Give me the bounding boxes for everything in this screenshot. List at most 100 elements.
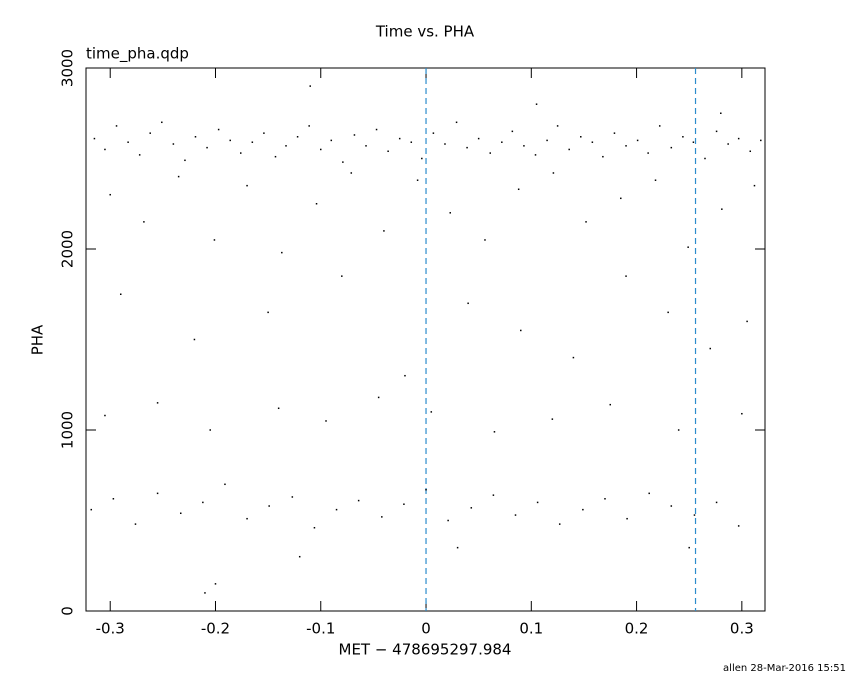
data-point: [466, 146, 468, 149]
data-point: [112, 498, 115, 500]
data-point: [143, 221, 145, 223]
data-point: [138, 154, 141, 156]
data-point: [667, 311, 669, 314]
data-point: [341, 275, 343, 277]
data-point: [209, 429, 211, 431]
data-point: [534, 154, 537, 156]
data-point: [229, 139, 231, 142]
data-point: [308, 125, 310, 127]
data-point: [455, 121, 458, 124]
data-point: [721, 208, 723, 210]
data-point: [688, 546, 690, 549]
data-point: [715, 130, 718, 133]
data-point: [520, 329, 522, 332]
data-point: [501, 141, 503, 143]
data-point: [315, 203, 318, 205]
data-point: [377, 396, 380, 399]
y-tick-label: 1000: [59, 411, 77, 449]
data-point: [277, 407, 280, 410]
data-point: [749, 150, 752, 153]
data-point: [625, 145, 627, 147]
data-point: [404, 374, 406, 377]
data-point: [421, 157, 423, 160]
data-point: [425, 488, 427, 491]
data-point: [493, 431, 496, 433]
data-point: [467, 302, 469, 305]
data-point: [206, 146, 208, 149]
data-point: [572, 356, 575, 359]
data-point: [285, 145, 287, 147]
data-point: [263, 132, 265, 134]
data-point: [477, 137, 480, 140]
data-point: [194, 136, 197, 138]
data-point: [193, 338, 196, 341]
data-point: [670, 146, 673, 149]
data-point: [492, 494, 495, 496]
data-point: [161, 121, 163, 124]
x-tick-label: 0.2: [625, 620, 649, 638]
data-point: [104, 414, 106, 417]
y-tick-label: 3000: [59, 49, 77, 87]
data-point: [585, 221, 587, 223]
data-point: [246, 184, 248, 187]
x-tick-label: -0.1: [306, 620, 335, 638]
y-axis-label: PHA: [29, 324, 47, 355]
data-point: [658, 125, 661, 127]
data-point: [383, 230, 385, 232]
data-point: [115, 125, 118, 127]
data-point: [470, 507, 473, 509]
data-point: [746, 320, 748, 323]
data-point: [580, 136, 582, 138]
data-point: [104, 148, 106, 151]
data-point: [251, 141, 254, 143]
data-point: [551, 418, 554, 420]
data-point: [489, 152, 491, 154]
data-point: [127, 141, 129, 143]
data-point: [523, 145, 525, 147]
data-point: [647, 152, 649, 154]
data-point: [484, 239, 486, 241]
data-point: [456, 546, 459, 549]
data-point: [416, 179, 419, 181]
data-point: [274, 155, 277, 158]
data-point: [204, 592, 206, 594]
data-point: [727, 143, 729, 145]
data-point: [156, 402, 159, 404]
data-point: [511, 130, 514, 133]
data-point: [177, 175, 180, 178]
data-point: [602, 155, 604, 158]
data-point: [342, 161, 344, 163]
data-point: [568, 148, 570, 151]
data-point: [709, 347, 712, 350]
data-point: [309, 85, 311, 87]
data-point: [179, 512, 182, 515]
data-point: [625, 275, 627, 277]
data-point: [217, 128, 220, 131]
data-point: [613, 132, 616, 134]
data-point: [753, 184, 756, 187]
data-point: [556, 125, 559, 127]
data-point: [239, 152, 242, 154]
x-tick-label: 0.3: [730, 620, 754, 638]
data-point: [693, 514, 696, 516]
data-point: [387, 150, 389, 153]
data-point: [313, 526, 316, 529]
data-point: [149, 132, 151, 134]
data-point: [687, 246, 689, 248]
data-point: [403, 503, 405, 505]
data-point: [350, 172, 353, 174]
plot-label: time_pha.qdp: [86, 45, 189, 64]
data-point: [636, 139, 639, 142]
data-point: [430, 411, 433, 413]
data-point: [268, 505, 270, 507]
x-tick-label: 0: [421, 620, 431, 638]
data-point: [365, 145, 367, 147]
x-axis-label: MET − 478695297.984: [339, 641, 512, 659]
data-point: [398, 137, 401, 140]
data-point: [381, 516, 383, 518]
data-point: [224, 483, 226, 486]
data-point: [134, 523, 137, 525]
y-tick-label: 0: [59, 606, 77, 616]
data-point: [291, 496, 294, 498]
data-point: [281, 251, 283, 254]
